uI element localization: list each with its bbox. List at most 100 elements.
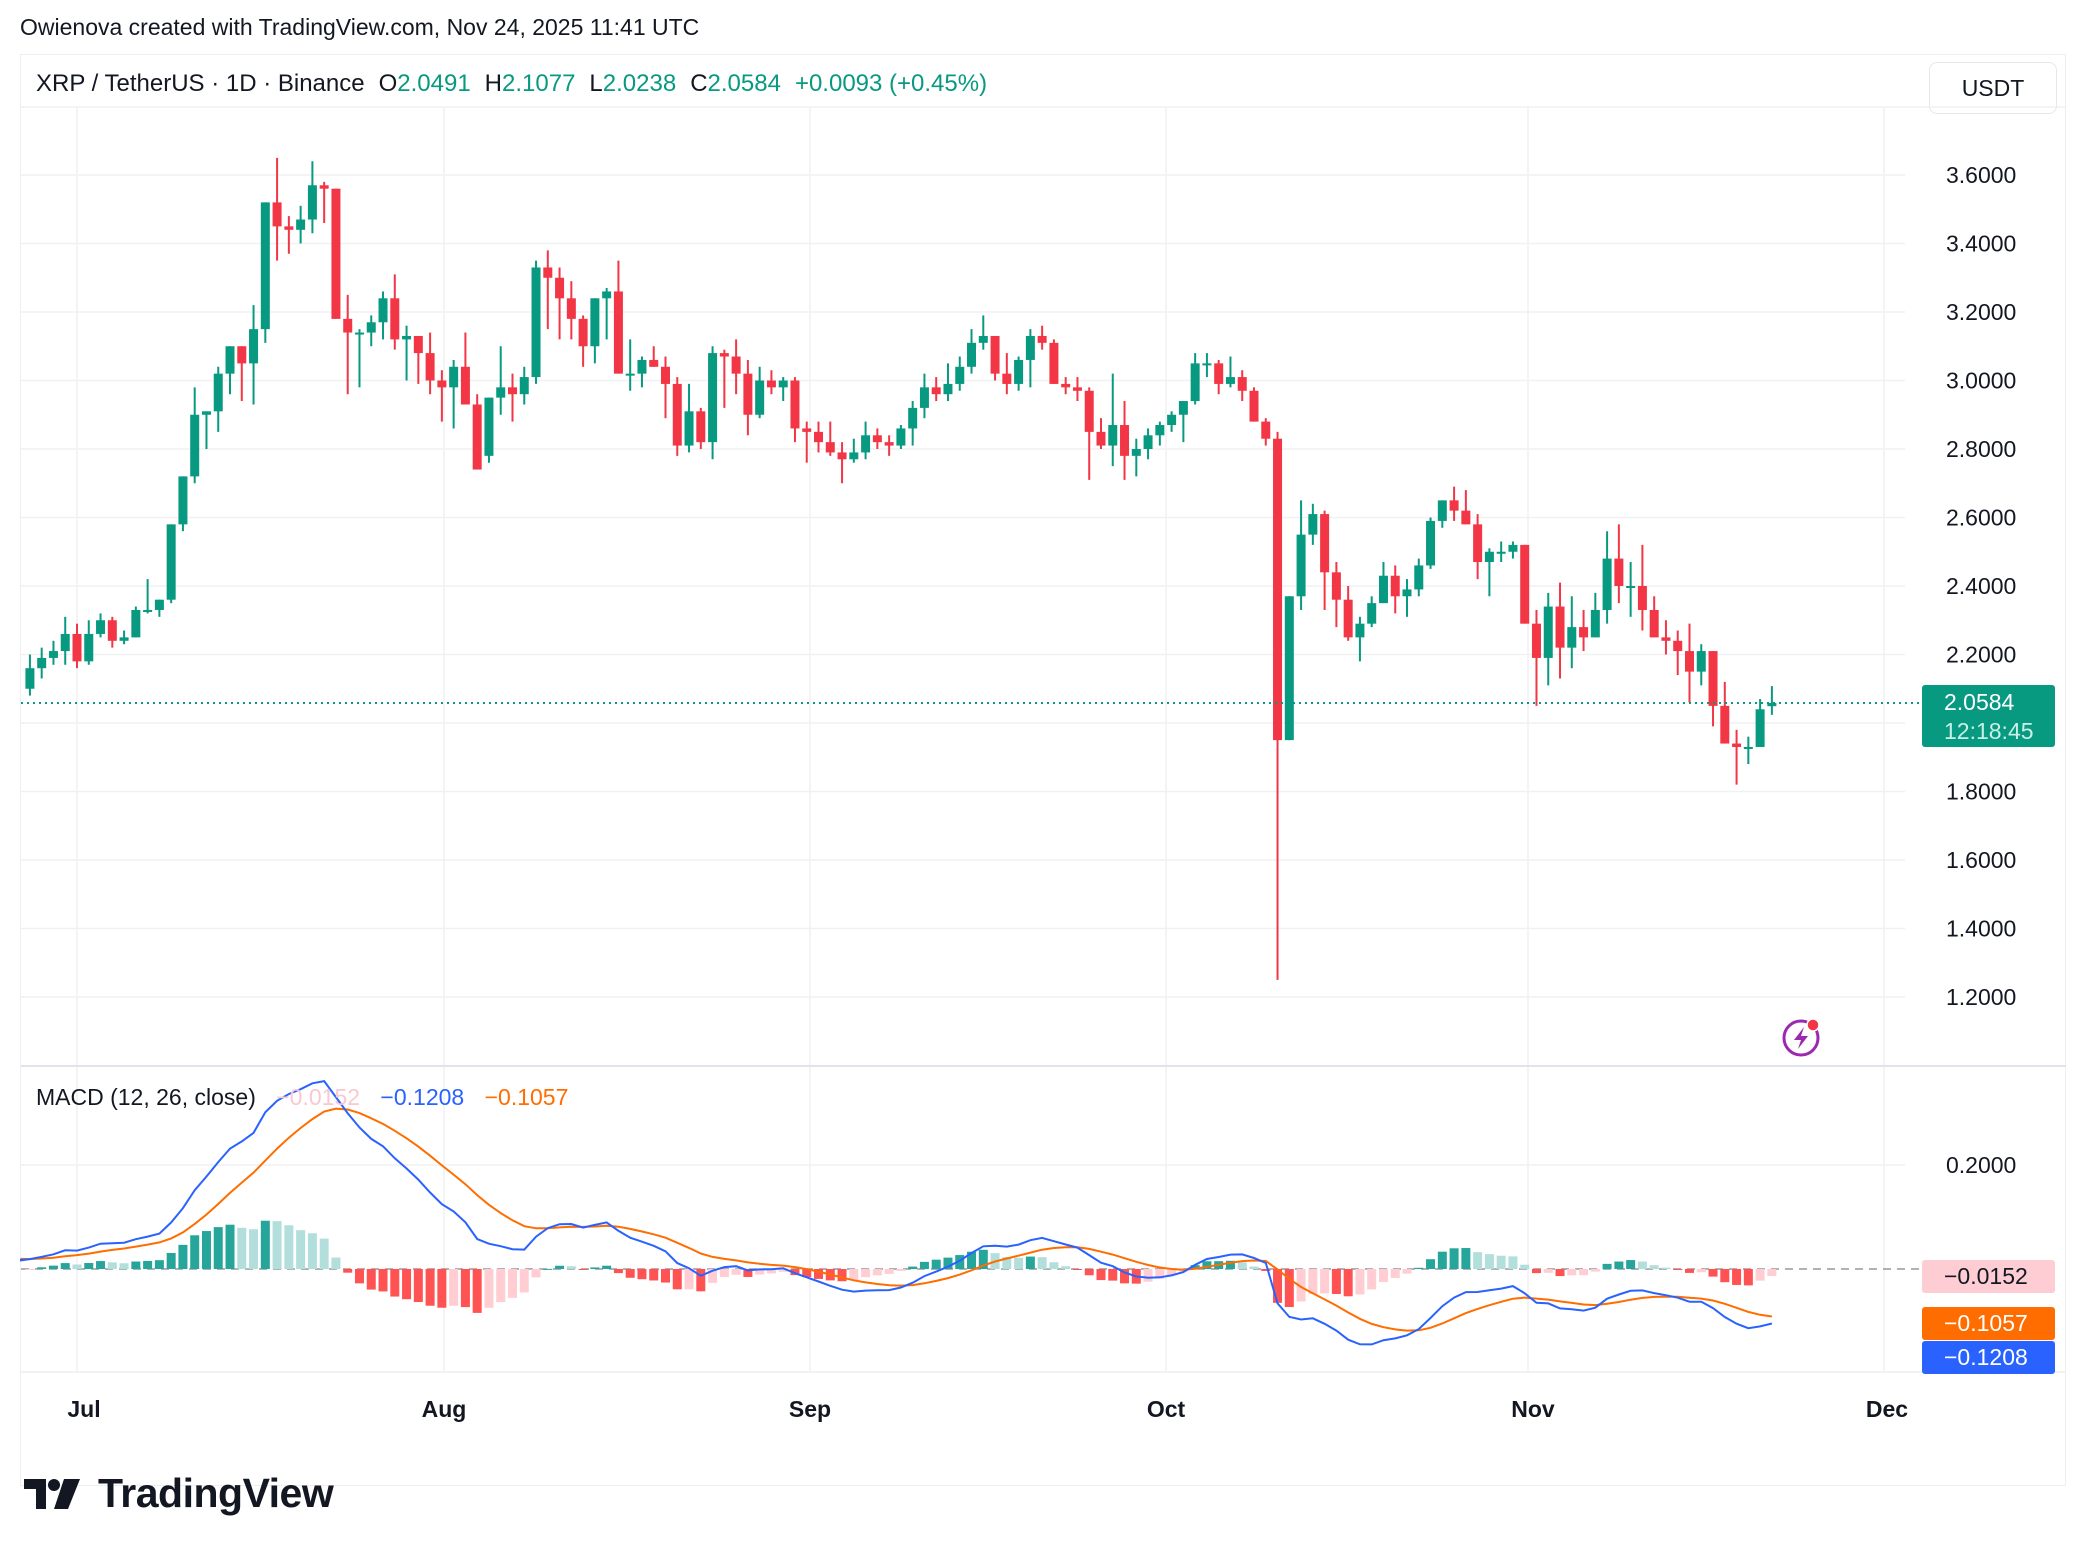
candle (1661, 637, 1671, 641)
macd-signal-value: −0.1057 (484, 1084, 569, 1110)
candle (1049, 342, 1059, 384)
price-axis-label: 3.6000 (1946, 162, 2016, 188)
candle (1673, 640, 1683, 652)
candle (531, 267, 541, 378)
candle (908, 407, 918, 429)
candle (1355, 623, 1365, 638)
candle (460, 366, 470, 405)
candle (1296, 534, 1306, 597)
candle (1555, 606, 1565, 648)
macd-title[interactable]: MACD (12, 26, close) (36, 1084, 256, 1110)
macd-axis-label: 0.2000 (1946, 1152, 2016, 1178)
candle (1037, 335, 1047, 343)
price-axis-label: 3.0000 (1946, 368, 2016, 394)
candle (378, 298, 388, 323)
candle (602, 291, 612, 299)
close-value: 2.0584 (707, 70, 781, 97)
x-label-nov: Nov (1511, 1396, 1555, 1422)
currency-button[interactable]: USDT (1929, 62, 2057, 114)
candle (684, 411, 694, 446)
symbol-title[interactable]: XRP / TetherUS · 1D · Binance (36, 70, 365, 97)
candle (708, 353, 718, 443)
candle (119, 637, 129, 641)
last-price-value: 2.0584 (1944, 689, 2015, 715)
macd-signal-line (20, 1107, 1773, 1332)
candle (237, 346, 247, 364)
candle (1684, 651, 1694, 672)
candle (1755, 709, 1765, 747)
candle (696, 411, 706, 443)
candle (260, 202, 270, 330)
candle (1202, 363, 1212, 366)
chart-credit: Owienova created with TradingView.com, N… (20, 14, 700, 40)
candle (1343, 599, 1353, 638)
candle (472, 404, 482, 470)
candle (225, 346, 235, 374)
candle (731, 356, 741, 374)
candle (296, 219, 306, 230)
candle (1284, 596, 1294, 741)
price-axis-label: 1.4000 (1946, 916, 2016, 942)
macd-legend: MACD (12, 26, close) −0.0152 −0.1208 −0.… (36, 1084, 568, 1111)
candle (1602, 558, 1612, 610)
candle (661, 366, 670, 384)
candle (555, 277, 565, 299)
candle (1273, 438, 1283, 741)
last-price-label: 2.0584 12:18:45 (1922, 685, 2055, 747)
candle (72, 633, 82, 662)
candle (1320, 514, 1330, 573)
candle (402, 335, 412, 340)
candle (896, 428, 906, 446)
candle (1214, 363, 1224, 384)
high-value: 2.1077 (502, 70, 576, 97)
candle (1167, 414, 1177, 426)
macd-signal-tag: −0.1057 (1922, 1307, 2055, 1340)
tradingview-logo-icon (24, 1478, 80, 1509)
candle (1543, 606, 1553, 658)
candle (837, 452, 847, 460)
lightning-alert-icon[interactable] (1780, 1015, 1824, 1059)
candle (814, 431, 824, 443)
price-axis-label: 1.8000 (1946, 779, 2016, 805)
candle (1461, 510, 1471, 525)
candle (96, 620, 106, 634)
candle (154, 599, 164, 610)
candle (1025, 335, 1035, 360)
candle (802, 428, 812, 432)
candle (1225, 377, 1235, 384)
candle (131, 609, 141, 638)
open-value: 2.0491 (397, 70, 471, 97)
high-label: H (484, 70, 503, 97)
candle (1002, 373, 1012, 384)
candle (849, 452, 859, 460)
candle (1178, 401, 1188, 415)
x-label-oct: Oct (1146, 1396, 1186, 1422)
candle (778, 380, 788, 388)
candle (449, 366, 459, 388)
candle (1084, 390, 1094, 432)
price-axis-label: 3.4000 (1946, 231, 2016, 257)
candle (1120, 425, 1130, 456)
low-value: 2.0238 (602, 70, 677, 97)
candle (1367, 603, 1377, 624)
candle (437, 380, 447, 388)
candle (872, 435, 882, 443)
candle (1743, 746, 1753, 749)
candle (1378, 575, 1388, 604)
candle (1579, 627, 1589, 638)
candle (1249, 390, 1259, 422)
candle (743, 373, 753, 415)
candle (213, 373, 223, 412)
candle (766, 380, 776, 388)
candle (1614, 558, 1624, 586)
candle (637, 359, 647, 374)
change-value: +0.0093 (+0.45%) (794, 70, 988, 97)
candle (84, 633, 94, 662)
candle (1473, 524, 1483, 563)
candle (107, 620, 117, 641)
candle (60, 633, 70, 652)
tradingview-logo[interactable]: TradingView (24, 1470, 334, 1517)
candle (1426, 520, 1436, 566)
